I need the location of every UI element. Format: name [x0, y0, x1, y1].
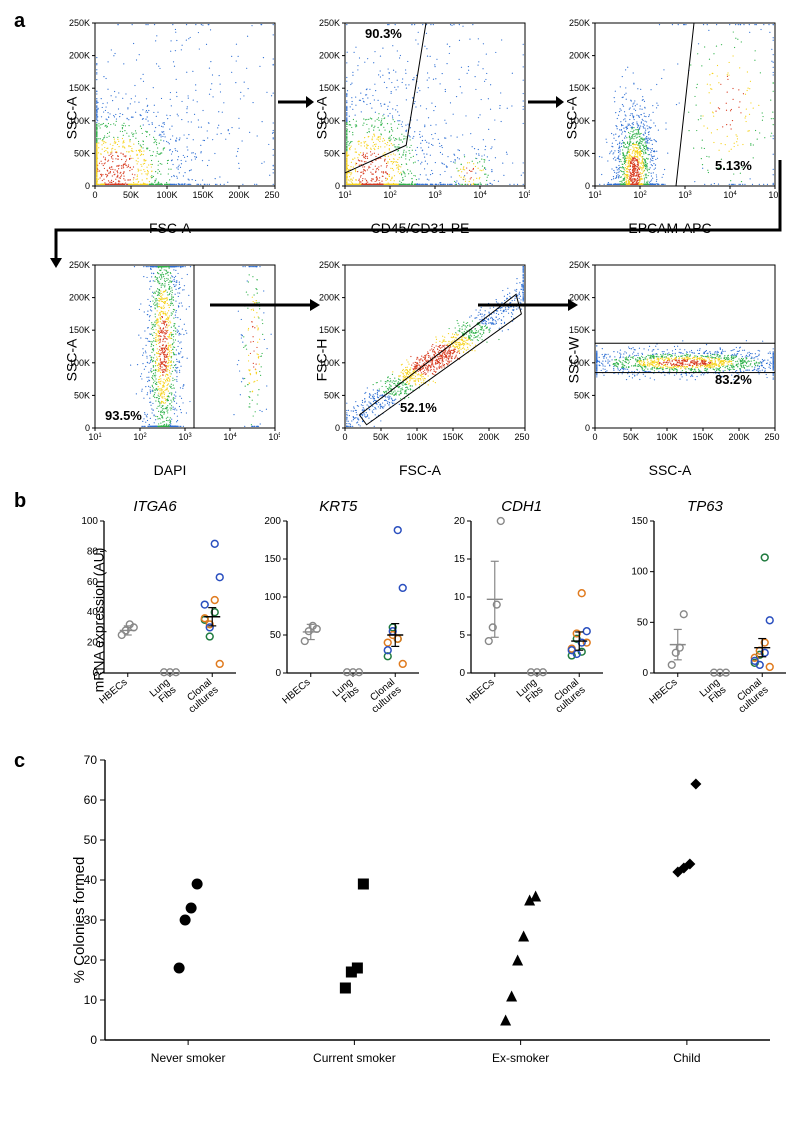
axis-label: SSC-W — [565, 337, 581, 384]
svg-text:200K: 200K — [569, 51, 590, 61]
axis-label: SSC-A — [63, 339, 79, 382]
panel-c-label: c — [14, 750, 25, 773]
axis-label: FSC-H — [313, 339, 329, 382]
svg-text:50K: 50K — [324, 148, 340, 158]
scatter-svg: 050K100K150K200K250K050K100K150K200K250K — [310, 260, 530, 450]
gate-percent: 83.2% — [715, 372, 752, 387]
svg-text:250K: 250K — [569, 18, 590, 28]
svg-text:50K: 50K — [74, 148, 90, 158]
axis-label: SSC-A — [63, 97, 79, 140]
svg-text:150K: 150K — [569, 83, 590, 93]
axis-label: SSC-A — [563, 97, 579, 140]
arrow-icon — [478, 298, 578, 317]
axis-label: % Colonies formed — [71, 857, 88, 984]
gate-percent: 90.3% — [365, 26, 402, 41]
colonies-svg: 010203040506070Never smokerCurrent smoke… — [60, 750, 780, 1080]
gene-title: CDH1 — [437, 498, 607, 515]
svg-text:250K: 250K — [69, 260, 90, 270]
svg-text:150K: 150K — [319, 83, 340, 93]
axis-label: FSC-A — [399, 462, 441, 478]
svg-text:200K: 200K — [69, 51, 90, 61]
svg-text:105: 105 — [268, 432, 280, 442]
axis-label: DAPI — [154, 462, 187, 478]
scatter-svg: 050K100K150K200K250K101102103104105 — [60, 260, 280, 450]
svg-text:50K: 50K — [74, 390, 90, 400]
figure: a SSC-A FSC-A 050K100K150K200K250K050K10… — [0, 0, 800, 1110]
gene-plot-krt5: KRT5 050100150200HBECsLungFibsClonalcult… — [253, 498, 423, 735]
gene-plot-row: ITGA6 020406080100HBECsLungFibsClonalcul… — [70, 498, 790, 735]
gene-title: KRT5 — [253, 498, 423, 515]
panel-a-label: a — [14, 10, 25, 33]
svg-text:50K: 50K — [574, 148, 590, 158]
svg-text:101: 101 — [88, 432, 102, 442]
arrow-icon — [210, 298, 320, 317]
gene-title: ITGA6 — [70, 498, 240, 515]
facs-plot-6: SSC-W SSC-A 050K100K150K200K250K050K100K… — [560, 260, 780, 460]
svg-text:200K: 200K — [319, 51, 340, 61]
svg-text:102: 102 — [133, 432, 147, 442]
arrow-icon — [528, 95, 564, 114]
svg-text:103: 103 — [178, 432, 192, 442]
scatter-svg: 050K100K150K200K250K050K100K150K200K250K — [560, 260, 780, 450]
gene-plot-tp63: TP63 050100150HBECsLungFibsClonalculture… — [620, 498, 790, 735]
gate-percent: 93.5% — [105, 408, 142, 423]
svg-text:104: 104 — [223, 432, 237, 442]
facs-plot-5: FSC-H FSC-A 050K100K150K200K250K050K100K… — [310, 260, 530, 460]
panel-c: c % Colonies formed 010203040506070Never… — [10, 750, 790, 1090]
facs-plot-4: SSC-A DAPI 050K100K150K200K250K101102103… — [60, 260, 280, 460]
svg-text:250K: 250K — [69, 18, 90, 28]
panel-b-label: b — [14, 490, 26, 513]
gene-plot-itga6: ITGA6 020406080100HBECsLungFibsClonalcul… — [70, 498, 240, 735]
gene-title: TP63 — [620, 498, 790, 515]
svg-text:150K: 150K — [69, 83, 90, 93]
svg-text:150K: 150K — [69, 325, 90, 335]
arrow-icon — [278, 95, 314, 114]
gate-percent: 52.1% — [400, 400, 437, 415]
axis-label: SSC-A — [649, 462, 692, 478]
svg-text:250K: 250K — [319, 18, 340, 28]
svg-text:200K: 200K — [69, 293, 90, 303]
arrow-icon — [48, 160, 788, 275]
gene-plot-cdh1: CDH1 05101520HBECsLungFibsClonalcultures — [437, 498, 607, 735]
axis-label: SSC-A — [313, 97, 329, 140]
panel-b: b mRNA expression (AU) ITGA6 02040608010… — [10, 490, 790, 750]
panel-a: a SSC-A FSC-A 050K100K150K200K250K050K10… — [10, 10, 790, 490]
